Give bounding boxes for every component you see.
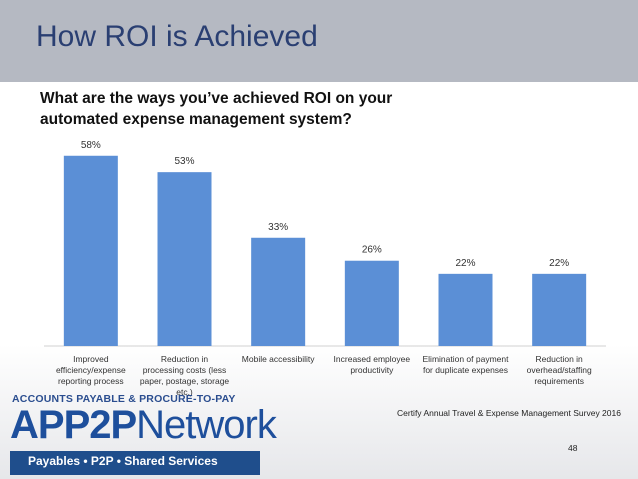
category-label: Mobile accessibility xyxy=(241,354,315,364)
bar xyxy=(157,172,212,346)
bar xyxy=(63,155,118,346)
header-band xyxy=(0,0,638,82)
category-label: Improved efficiency/expense reporting pr… xyxy=(55,354,126,386)
category-label: Increased employee productivity xyxy=(333,354,411,375)
data-label: 22% xyxy=(455,258,475,269)
data-label: 53% xyxy=(174,156,194,167)
logo-name-bold: APP2P xyxy=(10,403,137,447)
category-label: Reduction in overhead/staffing requireme… xyxy=(526,354,592,386)
source-note: Certify Annual Travel & Expense Manageme… xyxy=(397,408,621,418)
logo-name-thin: Network xyxy=(136,403,277,447)
logo-subtitle: Payables • P2P • Shared Services xyxy=(28,454,218,468)
bar xyxy=(438,273,493,346)
slide-title: How ROI is Achieved xyxy=(36,20,318,53)
survey-question: What are the ways you’ve achieved ROI on… xyxy=(40,90,393,128)
page-number: 48 xyxy=(568,443,578,453)
logo-wordmark: APP2PNetwork xyxy=(10,403,277,448)
bar xyxy=(532,273,587,346)
data-label: 58% xyxy=(81,140,101,151)
data-label: 33% xyxy=(268,222,288,233)
data-label: 26% xyxy=(362,245,382,256)
app2p-logo: ACCOUNTS PAYABLE & PROCURE-TO-PAY APP2PN… xyxy=(0,393,300,479)
category-label: Elimination of payment for duplicate exp… xyxy=(422,354,509,375)
bar xyxy=(251,237,306,346)
logo-sub-bar xyxy=(10,451,260,475)
data-label: 22% xyxy=(549,258,569,269)
logo-tagline: ACCOUNTS PAYABLE & PROCURE-TO-PAY xyxy=(12,393,236,405)
bar xyxy=(344,260,399,346)
category-label: Reduction in processing costs (less pape… xyxy=(139,354,230,397)
